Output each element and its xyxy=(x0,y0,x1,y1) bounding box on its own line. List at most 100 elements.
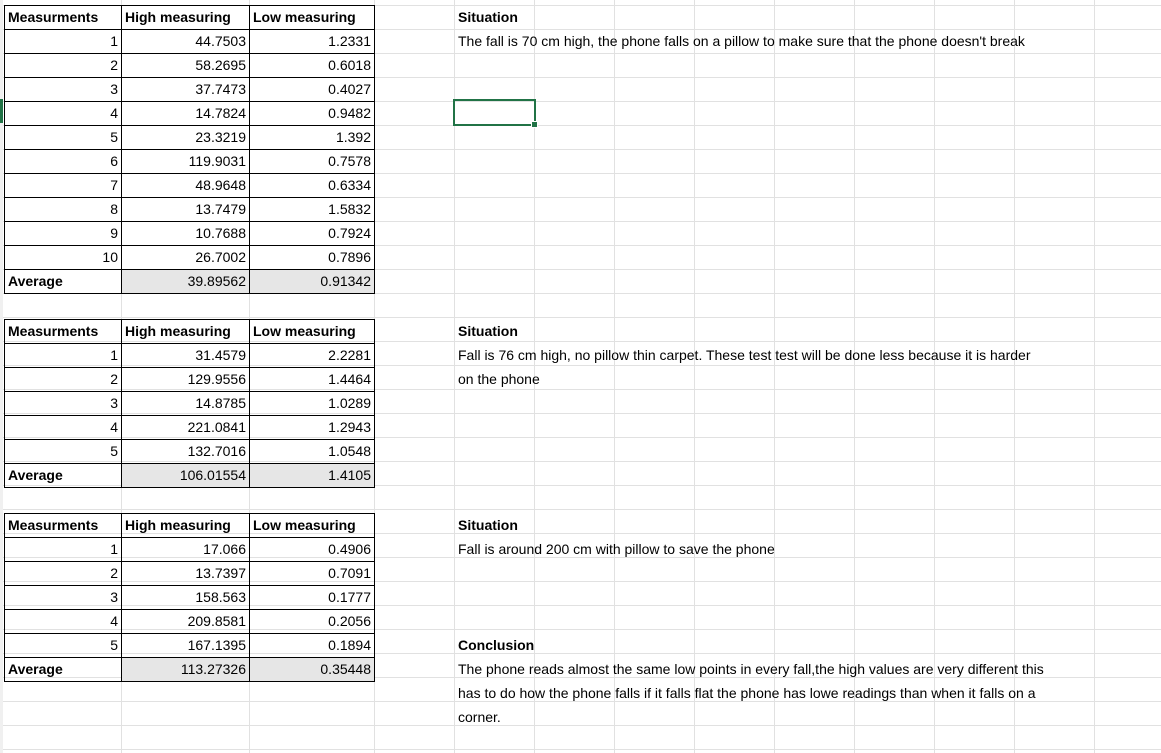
low-value-cell[interactable]: 0.7896 xyxy=(328,249,371,265)
average-low-value[interactable]: 0.91342 xyxy=(320,273,371,289)
table-row-divider xyxy=(4,537,374,538)
high-value-cell[interactable]: 10.7688 xyxy=(195,225,246,241)
high-value-cell[interactable]: 37.7473 xyxy=(195,81,246,97)
row-index-cell[interactable]: 5 xyxy=(110,129,118,145)
row-index-cell[interactable]: 1 xyxy=(110,541,118,557)
situation-3-title[interactable]: Situation xyxy=(458,517,518,533)
low-value-cell[interactable]: 0.1894 xyxy=(328,637,371,653)
low-value-cell[interactable]: 1.2943 xyxy=(328,419,371,435)
low-value-cell[interactable]: 0.4906 xyxy=(328,541,371,557)
average-label[interactable]: Average xyxy=(8,661,63,677)
situation-2-text-line-1[interactable]: Fall is 76 cm high, no pillow thin carpe… xyxy=(458,347,1031,363)
low-value-cell[interactable]: 1.5832 xyxy=(328,201,371,217)
column-header[interactable]: Measurments xyxy=(8,517,99,533)
average-label[interactable]: Average xyxy=(8,467,63,483)
row-index-cell[interactable]: 4 xyxy=(110,105,118,121)
average-row-fill xyxy=(121,657,374,681)
row-index-cell[interactable]: 2 xyxy=(110,565,118,581)
conclusion-title[interactable]: Conclusion xyxy=(458,637,535,653)
average-low-value[interactable]: 0.35448 xyxy=(320,661,371,677)
row-index-cell[interactable]: 7 xyxy=(110,177,118,193)
column-header[interactable]: Measurments xyxy=(8,9,99,25)
situation-1-title[interactable]: Situation xyxy=(458,9,518,25)
high-value-cell[interactable]: 14.7824 xyxy=(195,105,246,121)
column-header[interactable]: High measuring xyxy=(125,323,231,339)
column-header[interactable]: Low measuring xyxy=(253,323,356,339)
high-value-cell[interactable]: 158.563 xyxy=(195,589,246,605)
high-value-cell[interactable]: 119.9031 xyxy=(188,153,246,169)
situation-2-title[interactable]: Situation xyxy=(458,323,518,339)
selected-cell[interactable] xyxy=(453,99,536,126)
low-value-cell[interactable]: 1.392 xyxy=(335,129,371,145)
low-value-cell[interactable]: 0.6334 xyxy=(328,177,371,193)
low-value-cell[interactable]: 0.6018 xyxy=(328,57,371,73)
high-value-cell[interactable]: 132.7016 xyxy=(187,443,246,459)
high-value-cell[interactable]: 26.7002 xyxy=(195,249,246,265)
row-index-cell[interactable]: 1 xyxy=(110,347,118,363)
high-value-cell[interactable]: 23.3219 xyxy=(195,129,246,145)
row-index-cell[interactable]: 3 xyxy=(110,395,118,411)
high-value-cell[interactable]: 31.4579 xyxy=(195,347,246,363)
low-value-cell[interactable]: 1.4464 xyxy=(328,371,371,387)
situation-3-text[interactable]: Fall is around 200 cm with pillow to sav… xyxy=(458,541,775,557)
high-value-cell[interactable]: 209.8581 xyxy=(187,613,246,629)
low-value-cell[interactable]: 0.7924 xyxy=(328,225,371,241)
conclusion-text-line-2[interactable]: has to do how the phone falls if it fall… xyxy=(458,685,1036,701)
high-value-cell[interactable]: 167.1395 xyxy=(187,637,246,653)
high-value-cell[interactable]: 13.7397 xyxy=(195,565,246,581)
column-header[interactable]: High measuring xyxy=(125,517,231,533)
high-value-cell[interactable]: 44.7503 xyxy=(195,33,246,49)
column-header[interactable]: Low measuring xyxy=(253,9,356,25)
low-value-cell[interactable]: 1.2331 xyxy=(328,33,371,49)
row-index-cell[interactable]: 2 xyxy=(110,57,118,73)
high-value-cell[interactable]: 129.9556 xyxy=(187,371,246,387)
row-index-cell[interactable]: 5 xyxy=(110,637,118,653)
high-value-cell[interactable]: 17.066 xyxy=(203,541,246,557)
low-value-cell[interactable]: 0.2056 xyxy=(328,613,371,629)
average-high-value[interactable]: 39.89562 xyxy=(187,273,246,289)
column-header[interactable]: Low measuring xyxy=(253,517,356,533)
table-row-divider xyxy=(4,245,374,246)
situation-1-text[interactable]: The fall is 70 cm high, the phone falls … xyxy=(458,33,1025,49)
row-index-cell[interactable]: 4 xyxy=(110,419,118,435)
average-row-fill xyxy=(121,463,374,487)
conclusion-text-line-3[interactable]: corner. xyxy=(458,709,501,725)
average-low-value[interactable]: 1.4105 xyxy=(328,467,371,483)
average-high-value[interactable]: 106.01554 xyxy=(179,467,246,483)
row-index-cell[interactable]: 6 xyxy=(110,153,118,169)
low-value-cell[interactable]: 1.0548 xyxy=(328,443,371,459)
low-value-cell[interactable]: 0.1777 xyxy=(328,589,371,605)
low-value-cell[interactable]: 0.9482 xyxy=(328,105,371,121)
row-index-cell[interactable]: 2 xyxy=(110,371,118,387)
high-value-cell[interactable]: 14.8785 xyxy=(195,395,246,411)
row-index-cell[interactable]: 1 xyxy=(110,33,118,49)
average-label[interactable]: Average xyxy=(8,273,63,289)
table-row-divider xyxy=(4,29,374,30)
low-value-cell[interactable]: 0.4027 xyxy=(328,81,371,97)
row-index-cell[interactable]: 10 xyxy=(102,249,118,265)
conclusion-text-line-1[interactable]: The phone reads almost the same low poin… xyxy=(458,661,1044,677)
column-header[interactable]: High measuring xyxy=(125,9,231,25)
situation-2-text-line-2[interactable]: on the phone xyxy=(458,371,540,387)
row-index-cell[interactable]: 3 xyxy=(110,81,118,97)
high-value-cell[interactable]: 13.7479 xyxy=(195,201,246,217)
table-row-divider xyxy=(4,343,374,344)
low-value-cell[interactable]: 0.7091 xyxy=(328,565,371,581)
table-row-divider xyxy=(4,77,374,78)
low-value-cell[interactable]: 2.2281 xyxy=(328,347,371,363)
table-row-divider xyxy=(4,221,374,222)
row-index-cell[interactable]: 9 xyxy=(110,225,118,241)
row-index-cell[interactable]: 8 xyxy=(110,201,118,217)
row-index-cell[interactable]: 4 xyxy=(110,613,118,629)
row-index-cell[interactable]: 3 xyxy=(110,589,118,605)
column-header[interactable]: Measurments xyxy=(8,323,99,339)
low-value-cell[interactable]: 1.0289 xyxy=(328,395,371,411)
high-value-cell[interactable]: 48.9648 xyxy=(195,177,246,193)
average-high-value[interactable]: 113.27326 xyxy=(180,661,246,677)
high-value-cell[interactable]: 58.2695 xyxy=(195,57,246,73)
low-value-cell[interactable]: 0.7578 xyxy=(328,153,371,169)
high-value-cell[interactable]: 221.0841 xyxy=(187,419,246,435)
fill-handle[interactable] xyxy=(531,121,538,128)
row-index-cell[interactable]: 5 xyxy=(110,443,118,459)
